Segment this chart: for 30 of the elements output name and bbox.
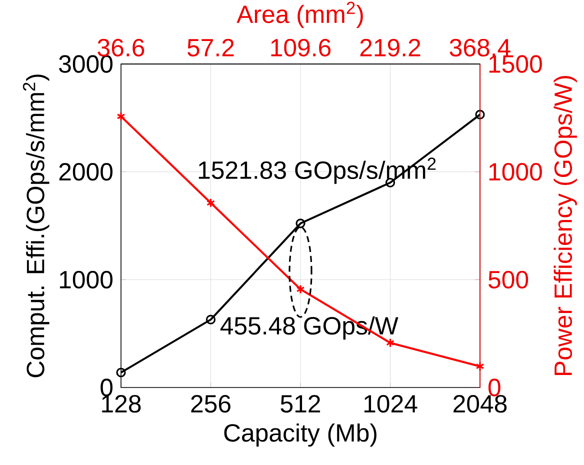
text: 57.2 <box>188 38 234 56</box>
y-tick-label: 0 <box>100 378 113 396</box>
point <box>206 314 216 324</box>
point <box>296 284 305 294</box>
y2-tick-label: 1500 <box>489 55 542 73</box>
x-tick-label: 128 <box>102 395 141 413</box>
x-axis-title: Capacity (Mb) <box>224 423 376 447</box>
y-tick-label: 1000 <box>60 270 113 288</box>
y2-tick-label: 1000 <box>489 163 542 181</box>
y2-tick-label: 500 <box>488 270 528 288</box>
x-tick-label: 256 <box>191 395 230 413</box>
point <box>206 198 216 208</box>
text: 36.6 <box>98 38 144 56</box>
point <box>476 362 484 372</box>
point <box>116 112 126 122</box>
text: 219.2 <box>360 38 420 56</box>
x-tick-label: 512 <box>280 395 320 413</box>
point <box>296 218 306 228</box>
y-tick-label: 2000 <box>59 163 113 181</box>
x-tick-label: 2048 <box>454 395 507 413</box>
y2-tick-label: 0 <box>488 378 500 396</box>
point <box>475 110 485 120</box>
text: 368.4 <box>450 38 510 56</box>
y-axis-title: Comput. Effi.(GOps/s/mm$^{2}$) <box>22 74 50 378</box>
text: 109.6 <box>271 38 331 56</box>
y-tick-label: 3000 <box>59 55 113 73</box>
y2-axis-title: Power Efficiency (GOps/W) <box>554 76 577 376</box>
point <box>116 368 126 378</box>
x2-axis-title: Area (mm$^{2}$) <box>236 2 363 28</box>
x-tick-label: 1024 <box>364 395 418 413</box>
